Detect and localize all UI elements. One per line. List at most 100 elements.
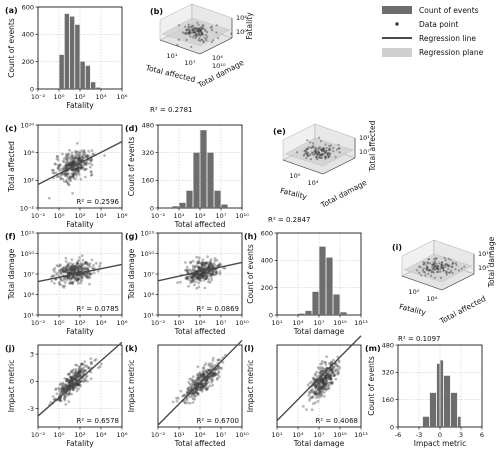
data-point — [69, 268, 73, 272]
data-point — [209, 274, 212, 278]
data-point — [314, 151, 318, 154]
data-point — [204, 379, 208, 382]
data-point — [208, 262, 212, 266]
data-point — [70, 168, 74, 171]
data-point — [331, 371, 334, 374]
data-point — [70, 376, 73, 380]
data-point — [213, 372, 217, 376]
data-point — [326, 377, 329, 381]
data-point — [431, 263, 434, 266]
scatter-points — [415, 256, 466, 279]
data-point — [77, 368, 81, 371]
data-point — [334, 377, 338, 381]
data-point — [64, 166, 68, 170]
data-point — [209, 26, 212, 29]
data-point — [73, 371, 77, 374]
data-point — [213, 371, 216, 375]
data-point — [79, 266, 83, 269]
data-point — [83, 161, 87, 165]
data-point — [310, 388, 313, 392]
data-point — [53, 162, 57, 166]
data-point — [188, 389, 191, 393]
data-point — [202, 384, 205, 388]
data-point — [90, 362, 93, 366]
data-point — [324, 155, 327, 158]
data-point — [199, 29, 202, 32]
x-tick-label: 10¹³ — [354, 319, 368, 327]
data-point — [67, 183, 71, 187]
legend: Count of events Data point Regression li… — [382, 6, 484, 57]
data-point — [182, 393, 186, 397]
data-point — [82, 269, 86, 272]
x-tick-label: 10⁻² — [151, 212, 166, 220]
tick-label: 10⁰ — [290, 172, 301, 180]
data-point — [205, 372, 209, 375]
data-point — [63, 397, 67, 401]
data-point — [426, 266, 429, 269]
data-point — [186, 401, 190, 405]
data-point — [198, 378, 202, 381]
data-point — [431, 270, 434, 273]
data-point — [63, 172, 67, 176]
data-point — [315, 155, 319, 158]
data-point — [78, 163, 82, 167]
data-point — [184, 277, 188, 280]
data-point — [69, 266, 72, 270]
data-point — [201, 373, 205, 377]
data-point — [313, 153, 316, 156]
y-tick-label: 0 — [150, 204, 154, 212]
data-point — [73, 166, 77, 170]
data-point — [199, 276, 203, 280]
data-point — [197, 266, 201, 270]
data-point — [70, 375, 74, 379]
data-point — [59, 279, 63, 282]
bar — [96, 87, 101, 89]
data-point — [202, 372, 205, 376]
data-point — [193, 383, 197, 387]
data-point — [190, 385, 194, 389]
x-tick-label: 10¹⁰ — [333, 431, 347, 439]
regression-line — [157, 339, 243, 426]
data-point — [62, 389, 66, 392]
data-point — [70, 163, 73, 167]
data-point — [54, 162, 58, 166]
data-point — [63, 398, 67, 402]
data-point — [81, 368, 85, 372]
data-point — [74, 268, 78, 272]
data-point — [53, 270, 57, 273]
x-tick-label: 10⁶ — [117, 319, 128, 327]
data-point — [56, 155, 60, 159]
panel-label: (g) — [125, 232, 138, 241]
data-point — [83, 156, 86, 160]
data-point — [199, 388, 202, 392]
data-point — [83, 272, 86, 276]
data-point — [211, 273, 214, 277]
data-point — [198, 274, 202, 278]
data-point — [319, 362, 322, 366]
data-point — [88, 272, 92, 276]
data-point — [325, 146, 328, 149]
data-point — [440, 264, 443, 267]
data-point — [68, 389, 72, 392]
data-point — [295, 151, 299, 154]
data-point — [214, 272, 218, 276]
data-point — [338, 366, 342, 370]
data-point — [61, 384, 65, 387]
data-point — [315, 384, 318, 387]
data-point — [205, 30, 209, 34]
data-point — [204, 277, 208, 280]
data-point — [187, 23, 190, 26]
data-point — [76, 383, 80, 386]
data-point — [67, 276, 70, 279]
data-point — [52, 168, 55, 172]
bar — [85, 65, 91, 89]
data-point — [186, 277, 190, 281]
data-point — [310, 395, 314, 399]
data-point — [211, 383, 215, 387]
data-point — [64, 260, 68, 263]
data-point — [211, 373, 215, 376]
data-point — [87, 366, 90, 370]
data-point — [195, 33, 198, 36]
data-point — [58, 390, 62, 394]
data-point — [58, 163, 62, 166]
